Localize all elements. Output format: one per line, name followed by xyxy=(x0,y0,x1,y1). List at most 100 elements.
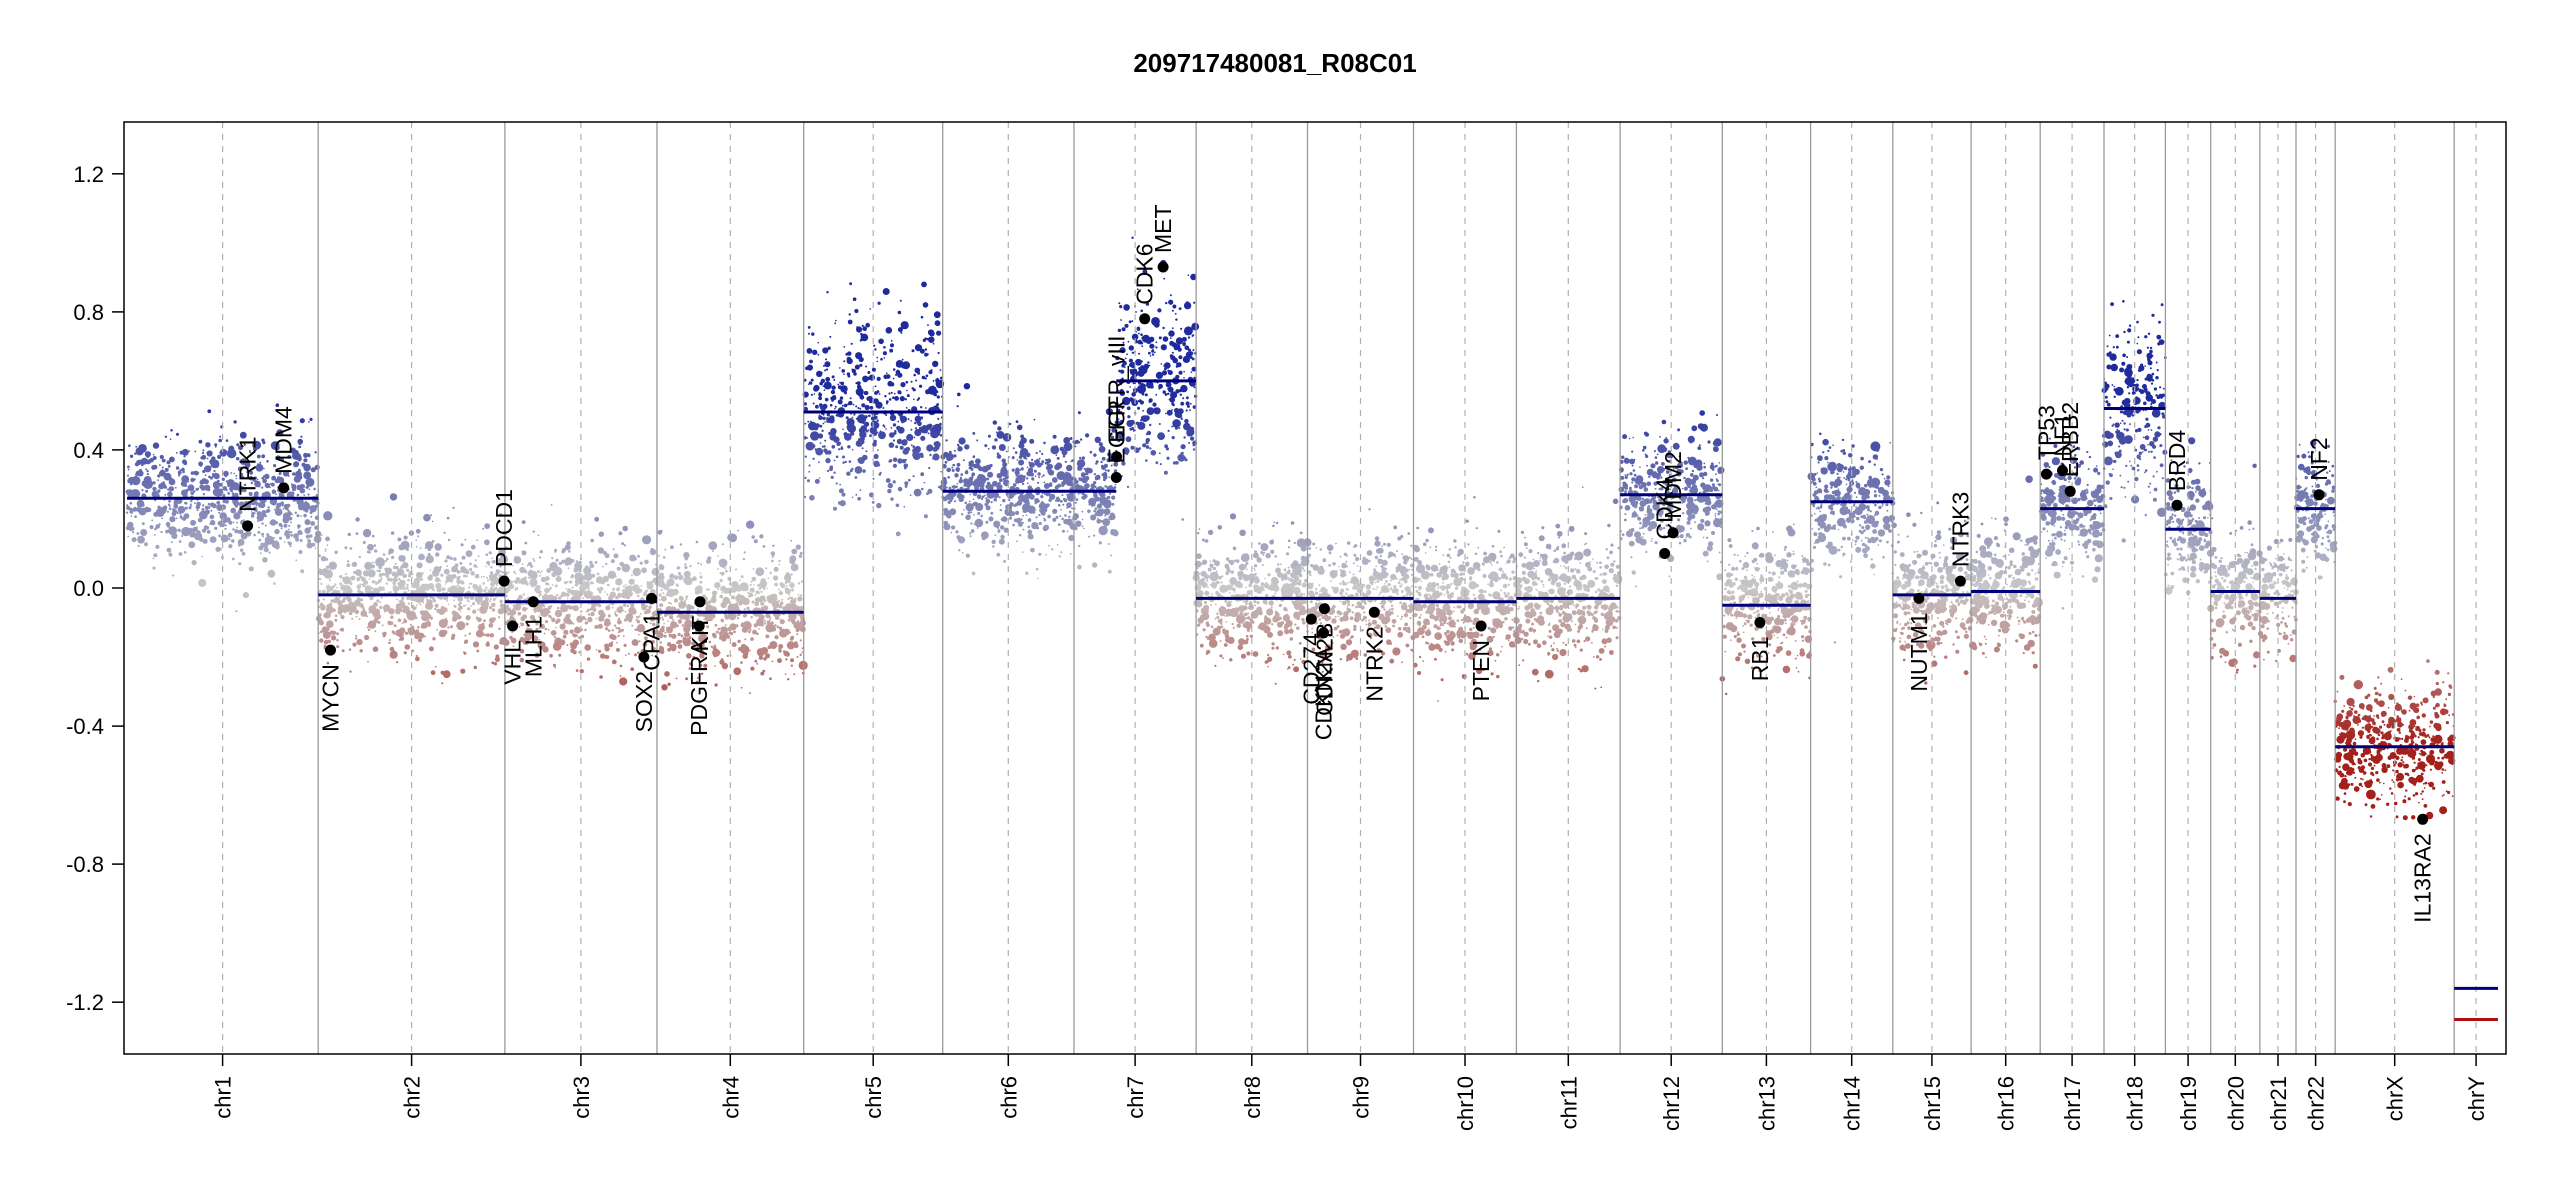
probe-point xyxy=(634,587,641,595)
probe-point xyxy=(413,579,417,582)
probe-point xyxy=(485,586,488,589)
probe-point xyxy=(359,598,364,602)
probe-point xyxy=(165,529,170,534)
probe-point xyxy=(608,615,611,618)
probe-point xyxy=(551,557,554,560)
probe-point xyxy=(421,610,430,618)
probe-point xyxy=(1021,482,1025,486)
probe-point xyxy=(1290,572,1296,578)
probe-point xyxy=(566,644,569,647)
probe-point xyxy=(921,281,927,288)
probe-point xyxy=(1131,392,1136,397)
probe-point xyxy=(1267,653,1270,657)
probe-point xyxy=(153,553,158,558)
probe-point xyxy=(617,617,621,620)
probe-point xyxy=(575,669,579,672)
probe-point xyxy=(713,593,717,596)
probe-point xyxy=(659,604,661,606)
probe-point xyxy=(575,595,581,601)
probe-point xyxy=(784,581,788,584)
probe-point xyxy=(885,414,888,416)
probe-point xyxy=(1032,537,1034,539)
probe-point xyxy=(172,574,175,577)
probe-point xyxy=(733,667,742,676)
probe-point xyxy=(1303,593,1306,596)
probe-point xyxy=(841,404,844,407)
probe-point xyxy=(830,428,837,435)
probe-point xyxy=(714,582,721,589)
probe-point xyxy=(809,359,813,364)
probe-point xyxy=(322,631,331,639)
probe-point xyxy=(749,649,751,652)
probe-point xyxy=(1158,387,1161,390)
probe-point xyxy=(367,569,376,578)
probe-point xyxy=(926,444,934,452)
probe-point xyxy=(441,587,446,592)
probe-point xyxy=(248,566,254,572)
probe-point xyxy=(435,582,442,590)
probe-point xyxy=(924,430,928,434)
probe-point xyxy=(442,670,451,679)
probe-point xyxy=(677,632,681,637)
probe-point xyxy=(1175,318,1178,321)
probe-point xyxy=(169,554,172,557)
probe-point xyxy=(287,455,292,459)
probe-point xyxy=(1100,449,1103,453)
probe-point xyxy=(1081,456,1086,460)
probe-point xyxy=(1131,351,1135,354)
probe-point xyxy=(955,530,959,534)
probe-point xyxy=(951,525,956,530)
probe-point xyxy=(499,641,503,645)
probe-point xyxy=(712,634,717,639)
probe-point xyxy=(611,629,614,632)
probe-point xyxy=(143,476,152,484)
probe-point xyxy=(1068,510,1072,514)
probe-point xyxy=(928,466,931,470)
probe-point xyxy=(173,501,177,505)
probe-point xyxy=(589,591,594,595)
probe-point xyxy=(602,565,604,568)
probe-point xyxy=(1022,515,1024,517)
probe-point xyxy=(1180,452,1182,454)
probe-point xyxy=(1043,481,1046,484)
probe-point xyxy=(804,476,807,480)
probe-point xyxy=(198,439,203,444)
probe-point xyxy=(894,396,899,401)
probe-point xyxy=(344,546,348,550)
probe-point xyxy=(407,602,410,605)
probe-point xyxy=(1030,507,1032,510)
probe-point xyxy=(1171,309,1174,312)
probe-point xyxy=(725,569,728,573)
probe-point xyxy=(1093,509,1096,513)
probe-point xyxy=(767,577,769,579)
probe-point xyxy=(1289,637,1294,641)
probe-point xyxy=(182,470,185,474)
probe-point xyxy=(1008,456,1010,458)
probe-point xyxy=(721,543,724,546)
probe-point xyxy=(1002,498,1006,503)
probe-point xyxy=(1078,477,1081,480)
probe-point xyxy=(589,563,595,569)
probe-point xyxy=(1265,602,1268,605)
probe-point xyxy=(892,396,895,400)
probe-point xyxy=(444,583,447,585)
probe-point xyxy=(776,625,780,629)
probe-point xyxy=(929,453,932,457)
probe-point xyxy=(188,541,196,549)
probe-point xyxy=(1074,501,1077,504)
probe-point xyxy=(766,595,771,600)
probe-point xyxy=(218,511,221,514)
probe-point xyxy=(379,601,381,603)
probe-point xyxy=(380,596,383,599)
probe-point xyxy=(346,560,350,563)
probe-point xyxy=(166,460,171,465)
probe-point xyxy=(318,620,324,626)
probe-point xyxy=(1242,622,1248,628)
probe-point xyxy=(748,630,751,634)
probe-point xyxy=(1110,554,1113,557)
probe-point xyxy=(385,574,390,578)
probe-point xyxy=(1091,562,1098,568)
probe-point xyxy=(1290,578,1292,580)
probe-point xyxy=(1042,474,1045,477)
probe-point xyxy=(1393,585,1397,589)
